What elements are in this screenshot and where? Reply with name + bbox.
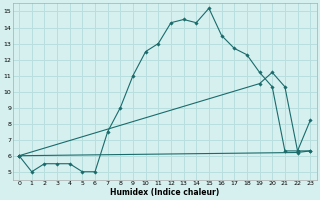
X-axis label: Humidex (Indice chaleur): Humidex (Indice chaleur)	[110, 188, 219, 197]
